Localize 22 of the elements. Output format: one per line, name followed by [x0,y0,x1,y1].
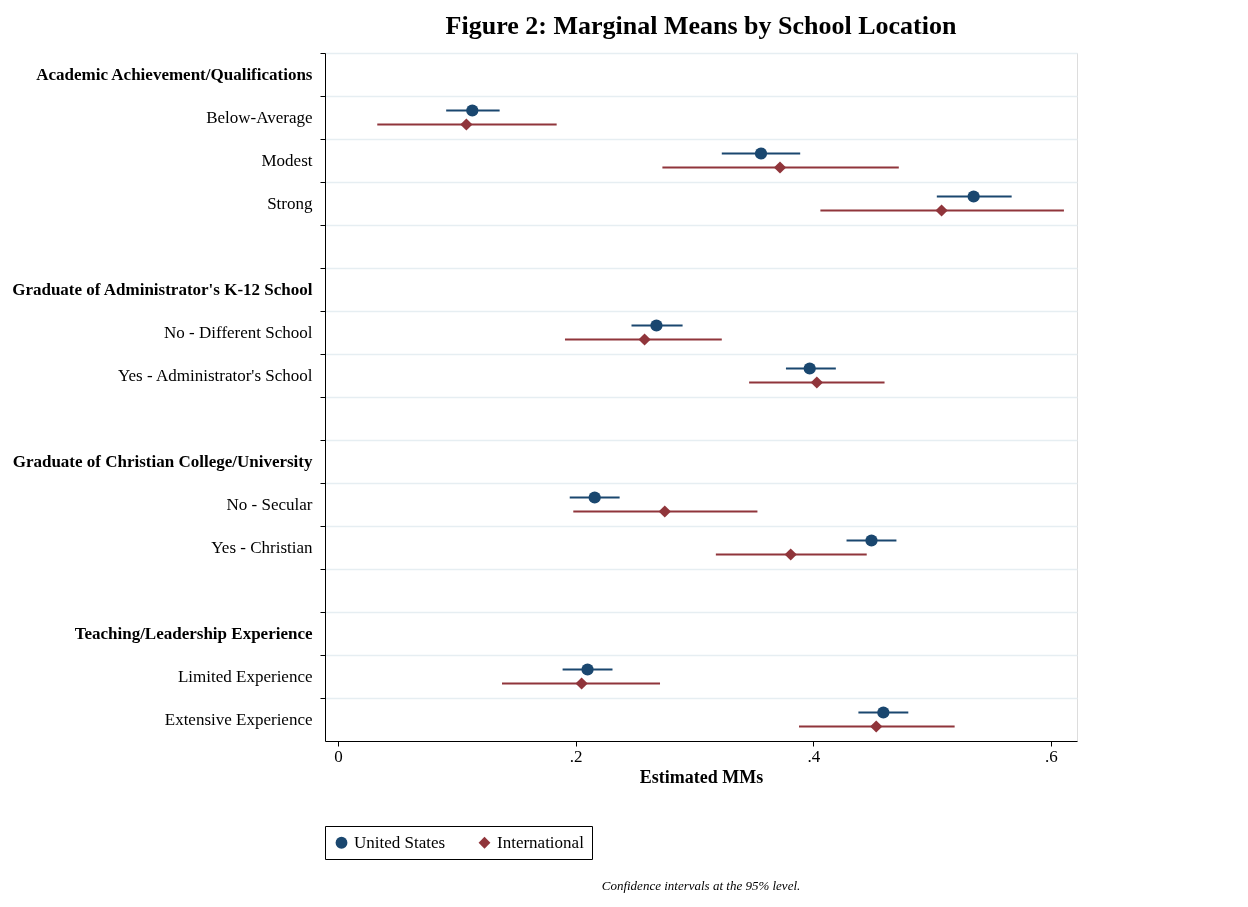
y-tick-label: Graduate of Administrator's K-12 School [12,279,313,299]
y-tick-label: Yes - Administrator's School [118,365,313,385]
y-tick-label: Graduate of Christian College/University [12,451,313,471]
x-axis-title: Estimated MMs [639,766,764,787]
y-tick-label: Limited Experience [177,666,313,686]
y-tick-label: Below-Average [206,107,313,127]
legend-label: United States [354,832,446,852]
y-tick-label: Modest [261,150,313,170]
chart-title: Figure 2: Marginal Means by School Location [445,10,957,40]
y-tick-label: Yes - Christian [211,537,313,557]
y-tick-label: Extensive Experience [164,709,313,729]
legend-label: International [497,832,585,852]
x-tick-label: .6 [1044,746,1058,766]
y-tick-label: No - Secular [226,494,313,514]
x-tick-label: 0 [334,746,343,766]
text: Confidence intervals at the 95% level. [601,878,801,893]
x-tick-label: .2 [569,746,583,766]
y-tick-label: Strong [267,193,313,213]
x-tick-label: .4 [807,746,821,766]
y-tick-label: Teaching/Leadership Experience [74,623,313,643]
y-tick-label: Academic Achievement/Qualifications [36,64,313,84]
y-tick-label: No - Different School [164,322,313,342]
